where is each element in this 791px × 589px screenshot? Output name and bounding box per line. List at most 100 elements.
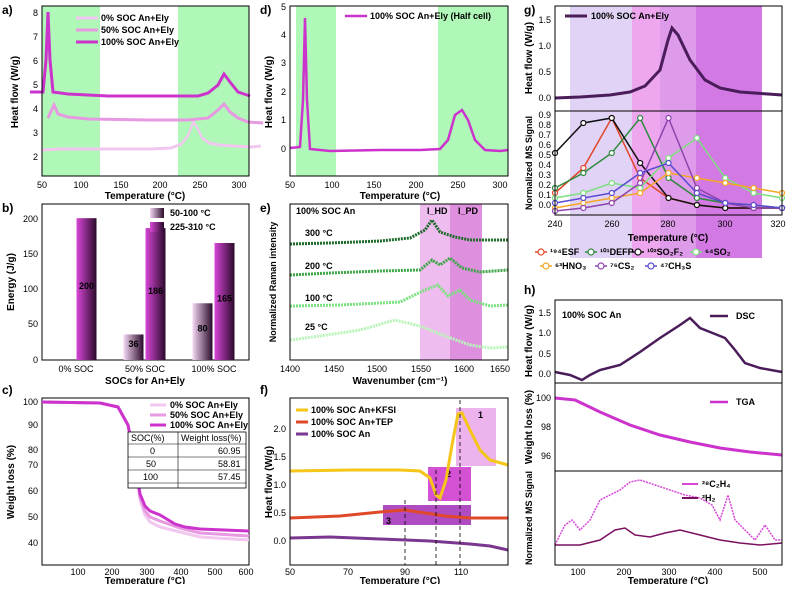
- panel-f-box-3: [383, 505, 471, 525]
- ms-point-47CH3S: [580, 194, 587, 202]
- panel-d: d) 100% SOC An+Ely (Half cell) 50 100 15…: [260, 2, 509, 202]
- panel-e: e) I_HD I_PD 100% SOC An 300 °C 200 °C 1…: [260, 201, 510, 387]
- panel-e-xtick: 1400: [280, 364, 300, 374]
- panel-h-xtick: 100: [570, 567, 585, 577]
- panel-c-xtick: 300: [139, 567, 154, 577]
- ms-point-63HNO3: [665, 169, 672, 177]
- panel-d-xtick: 250: [450, 180, 465, 190]
- panel-g-ms-series: [551, 114, 786, 215]
- panel-a-ytick: 4: [33, 104, 38, 114]
- ms-legend-label: ¹⁰¹DEFP: [600, 247, 634, 257]
- panel-a-ylabel: Heat flow (W/g): [10, 56, 21, 128]
- ms-legend-label: ⁶³HNO₃: [555, 261, 586, 271]
- bar-value-label: 186: [148, 286, 163, 296]
- panel-a-xtick: 150: [113, 180, 128, 190]
- panel-f-ytick: 1.0: [273, 480, 286, 490]
- panel-h-yticks-mid: 96 98 100: [536, 393, 551, 461]
- panel-c-xticks: 100 200 300 400 500 600: [70, 567, 253, 577]
- ms-point-102SO2F2: [608, 114, 615, 122]
- panel-f-ylabel: Heat flow (W/g): [264, 446, 275, 518]
- ms-legend-label: ⁴⁷CH₃S: [660, 261, 691, 271]
- bar-50-100 °C-100% SOC: [192, 303, 213, 360]
- panel-a-xtick: 200: [152, 180, 167, 190]
- ms-legend-label: ⁶⁴SO₂: [705, 247, 731, 257]
- ms-point-76CS2: [637, 179, 644, 187]
- panel-h-xlabel: Temperature (°C): [628, 576, 709, 584]
- panel-a-label: a): [2, 3, 13, 17]
- ms-point-64SO2: [750, 189, 757, 197]
- ms-legend-marker: [542, 262, 550, 270]
- panel-h-ytick: 0.0: [538, 369, 551, 379]
- panel-a-ytick: 8: [33, 8, 38, 18]
- panel-e-legend-300: 300 °C: [305, 228, 333, 238]
- panel-g-ytick: 0.2: [538, 180, 551, 190]
- panel-d-label: d): [260, 3, 271, 17]
- panel-h-ytick: 96: [541, 451, 551, 461]
- ms-point-76CS2: [665, 114, 672, 122]
- ms-point-194ESF: [580, 164, 587, 172]
- panel-h-title: 100% SOC An: [562, 310, 621, 320]
- panel-e-xlabel: Wavenumber (cm⁻¹): [353, 376, 448, 387]
- panel-f-legend-2: 100% SOC An: [311, 429, 370, 439]
- panel-g-yticks-bottom: 0.0 0.1 0.2 0.3 0.4 0.5 0.6 0.7 0.8 0.9: [538, 110, 551, 210]
- panel-h-legend-h2: ²H₂: [702, 493, 716, 503]
- panel-h-xticks: 100 200 300 400 500: [570, 567, 767, 577]
- panel-f-xtick: 70: [343, 567, 353, 577]
- ms-point-47CH3S: [750, 201, 757, 209]
- ms-point-64SO2: [665, 154, 672, 162]
- panel-h: h) DSC 100% SOC An TGA ²⁸C₂H₄ ²H₂ 100 20…: [524, 283, 783, 587]
- panel-f-ytick: 0.5: [273, 508, 286, 518]
- panel-d-xtick: 200: [408, 180, 423, 190]
- panel-h-legend-dsc: DSC: [736, 311, 756, 321]
- bar-value-label: 165: [217, 294, 232, 304]
- panel-a-legend-1: 50% SOC An+Ely: [101, 25, 174, 35]
- panel-c-legend-0: 0% SOC An+Ely: [170, 400, 238, 410]
- panel-f-xticks: 50 70 90 110: [285, 567, 468, 577]
- panel-h-ylabel-bottom: Normalized MS Signal: [524, 471, 534, 565]
- panel-g-axes-bottom: [554, 110, 783, 216]
- panel-h-h2: [555, 527, 783, 546]
- panel-h-yticks-top: 0.0 0.5 1.0 1.5: [538, 308, 551, 379]
- panel-d-yticks: 0 1 2 3 4 5: [281, 2, 286, 154]
- panel-d-xlabel: Temperature (°C): [360, 191, 441, 202]
- ms-legend-marker: [587, 248, 595, 256]
- panel-a-ytick: 7: [33, 32, 38, 42]
- ms-point-64SO2: [637, 184, 644, 192]
- panel-h-label: h): [524, 283, 535, 297]
- panel-g-xtick: 260: [604, 219, 619, 229]
- table-header: SOC(%): [131, 433, 165, 443]
- panel-c-ytick: 50: [28, 512, 38, 522]
- table-header: Weight loss(%): [181, 433, 241, 443]
- panel-a-ytick: 3: [33, 128, 38, 138]
- panel-f-label: f): [260, 383, 268, 397]
- panel-a-xlabel: Temperature (°C): [105, 191, 186, 202]
- panel-g-ytick: 0.0: [538, 200, 551, 210]
- panel-g-ytick: 1.0: [538, 41, 551, 51]
- panel-c-xlabel: Temperature (°C): [105, 576, 186, 584]
- panel-a-ytick: 5: [33, 80, 38, 90]
- panel-f-xlabel: Temperature (°C): [360, 576, 441, 584]
- panel-e-xtick: 1500: [367, 364, 387, 374]
- panel-d-xtick: 150: [366, 180, 381, 190]
- panel-g-ytick: 0.4: [538, 160, 551, 170]
- panel-g-ytick: 0.6: [538, 140, 551, 150]
- panel-e-ylabel: Normalized Raman intensity: [268, 222, 278, 343]
- ms-legend-marker: [692, 248, 700, 256]
- panel-a-xtick: 50: [37, 180, 47, 190]
- ms-legend-marker: [647, 262, 655, 270]
- panel-g: g) 100% SOC An+Ely 240 260 280 300 320 0…: [524, 3, 786, 271]
- panel-f-xtick: 110: [454, 567, 468, 577]
- panel-b-xtick: 50% SOC: [125, 364, 166, 374]
- panel-d-xtick: 300: [492, 180, 507, 190]
- panel-e-xtick: 1450: [324, 364, 344, 374]
- panel-b-ytick: 200: [23, 214, 38, 224]
- panel-c-xtick: 600: [238, 567, 253, 577]
- ms-legend-label: ¹⁹⁴ESF: [550, 247, 580, 257]
- panel-a-xticks: 50 100 150 200 250 300: [37, 180, 247, 190]
- panel-e-xtick: 1650: [490, 364, 510, 374]
- ms-point-47CH3S: [722, 199, 729, 207]
- panel-g-ytick: 0.8: [538, 120, 551, 130]
- panel-f-xtick: 90: [400, 567, 410, 577]
- panel-g-label: g): [524, 3, 535, 17]
